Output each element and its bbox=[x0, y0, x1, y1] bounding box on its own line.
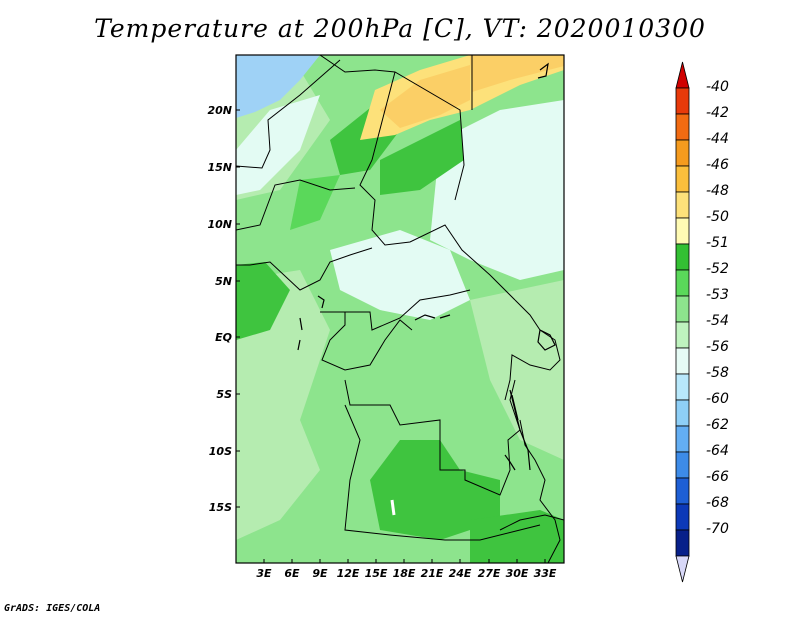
colorbar-swatch bbox=[675, 425, 690, 453]
lat-label: EQ bbox=[215, 331, 232, 344]
colorbar-swatch bbox=[675, 451, 690, 479]
lon-label: 21E bbox=[420, 567, 444, 580]
lon-label: 27E bbox=[477, 567, 501, 580]
lat-label: 5N bbox=[215, 275, 232, 288]
lat-label: 15S bbox=[208, 501, 232, 514]
colorbar-label: -53 bbox=[706, 287, 729, 303]
colorbar-swatch bbox=[675, 295, 690, 323]
lat-label: 20N bbox=[207, 104, 232, 117]
colorbar-swatch bbox=[675, 243, 690, 271]
lon-label: 30E bbox=[505, 567, 529, 580]
colorbar-swatch bbox=[675, 347, 690, 375]
colorbar-label: -60 bbox=[706, 391, 729, 407]
colorbar-label: -48 bbox=[706, 183, 729, 199]
colorbar-label: -54 bbox=[706, 313, 729, 329]
colorbar-swatch bbox=[675, 87, 690, 115]
colorbar-swatch bbox=[675, 217, 690, 245]
temperature-field bbox=[236, 55, 564, 563]
lat-label: 10N bbox=[207, 218, 232, 231]
colorbar-swatch bbox=[675, 321, 690, 349]
colorbar-swatch bbox=[675, 165, 690, 193]
colorbar-swatch bbox=[675, 139, 690, 167]
colorbar-label: -51 bbox=[706, 235, 729, 251]
lat-label: 5S bbox=[216, 388, 232, 401]
colorbar-swatch bbox=[675, 269, 690, 297]
colorbar-label: -52 bbox=[706, 261, 729, 277]
colorbar-label: -68 bbox=[706, 495, 729, 511]
colorbar-swatch bbox=[675, 113, 690, 141]
lon-label: 9E bbox=[312, 567, 328, 580]
colorbar-label: -64 bbox=[706, 443, 729, 459]
lon-label: 15E bbox=[364, 567, 388, 580]
colorbar-swatch bbox=[675, 477, 690, 505]
colorbar-label: -66 bbox=[706, 469, 729, 485]
colorbar-label: -58 bbox=[706, 365, 729, 381]
colorbar-bottom-arrow bbox=[675, 555, 690, 583]
colorbar-label: -70 bbox=[706, 521, 729, 537]
lon-label: 33E bbox=[533, 567, 557, 580]
lon-label: 12E bbox=[336, 567, 360, 580]
colorbar-top-arrow bbox=[675, 61, 690, 89]
colorbar-label: -50 bbox=[706, 209, 729, 225]
colorbar-label: -56 bbox=[706, 339, 729, 355]
colorbar-swatch bbox=[675, 503, 690, 531]
lon-label: 6E bbox=[284, 567, 300, 580]
lat-label: 15N bbox=[207, 161, 232, 174]
map-title: Temperature at 200hPa [C], VT: 202001030… bbox=[94, 14, 706, 43]
colorbar-swatch bbox=[675, 529, 690, 557]
colorbar-label: -40 bbox=[706, 79, 729, 95]
colorbar-swatch bbox=[675, 399, 690, 427]
colorbar-label: -44 bbox=[706, 131, 729, 147]
credit-text: GrADS: IGES/COLA bbox=[4, 603, 101, 614]
lat-label: 10S bbox=[208, 445, 232, 458]
colorbar-swatch bbox=[675, 191, 690, 219]
colorbar-label: -42 bbox=[706, 105, 729, 121]
lon-label: 18E bbox=[392, 567, 416, 580]
colorbar-label: -46 bbox=[706, 157, 729, 173]
lon-label: 24E bbox=[448, 567, 472, 580]
axis-ticks bbox=[236, 109, 546, 563]
colorbar-label: -62 bbox=[706, 417, 729, 433]
colorbar-swatch bbox=[675, 373, 690, 401]
lon-label: 3E bbox=[256, 567, 272, 580]
colorbar bbox=[675, 61, 690, 583]
